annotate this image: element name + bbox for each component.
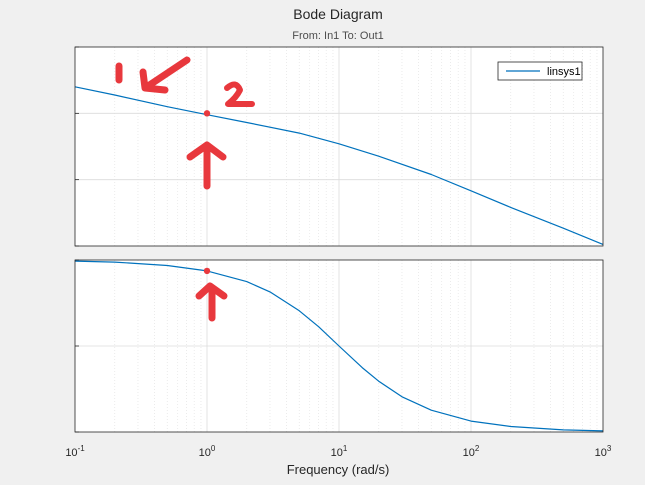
data-point [299,310,300,311]
handwritten-annotations [115,56,255,322]
data-point [563,228,564,229]
handwritten-digit-2 [224,81,255,107]
series-line-linsys1 [74,260,604,432]
data-point [471,421,472,422]
series-line-linsys1 [74,86,604,245]
legend-label-linsys1: linsys1 [547,66,581,78]
x-tick-exponent: 0 [211,444,216,453]
data-point [563,429,564,430]
data-point [339,346,340,347]
x-tick-exponent: 1 [343,444,348,453]
x-tick-labels: 10-1 100 101 102 103 [65,444,612,459]
data-point [431,174,432,175]
arrow-up-icon [195,282,228,322]
data-point [362,367,363,368]
red-marker-point [203,267,211,275]
x-tick-label: 103 [595,444,612,459]
data-point [510,426,511,427]
data-point [246,122,247,123]
data-point [114,95,115,96]
data-point [167,106,168,107]
x-tick-base: 10 [65,447,77,459]
data-point [431,410,432,411]
data-point [114,262,115,263]
axes-frame [74,259,604,433]
phase-panel [74,259,604,433]
data-point [339,143,340,144]
data-point [378,381,379,382]
data-point [401,396,402,397]
x-tick-base: 10 [595,447,607,459]
chart-title: Bode Diagram [293,6,383,22]
red-marker-point [203,110,211,117]
x-tick-label: 102 [463,444,480,459]
data-point [299,133,300,134]
arrow-down-left-icon [139,56,191,94]
x-tick-exponent: 2 [475,444,480,453]
data-point [471,190,472,191]
data-point [246,281,247,282]
x-tick-base: 10 [199,447,211,459]
x-tick-exponent: -1 [78,444,86,453]
data-point [510,207,511,208]
axes-frame [74,46,604,247]
arrow-up-icon [186,141,227,190]
x-tick-base: 10 [331,447,343,459]
legend: linsys1 [497,61,583,81]
x-tick-label: 10-1 [65,444,85,459]
data-point [318,326,319,327]
x-tick-label: 101 [331,444,348,459]
x-tick-label: 100 [199,444,216,459]
data-point [167,265,168,266]
data-point [378,156,379,157]
data-point [269,291,270,292]
x-tick-base: 10 [463,447,475,459]
x-axis-label: Frequency (rad/s) [287,462,390,477]
chart-subtitle: From: In1 To: Out1 [292,30,384,42]
x-tick-exponent: 3 [607,444,612,453]
